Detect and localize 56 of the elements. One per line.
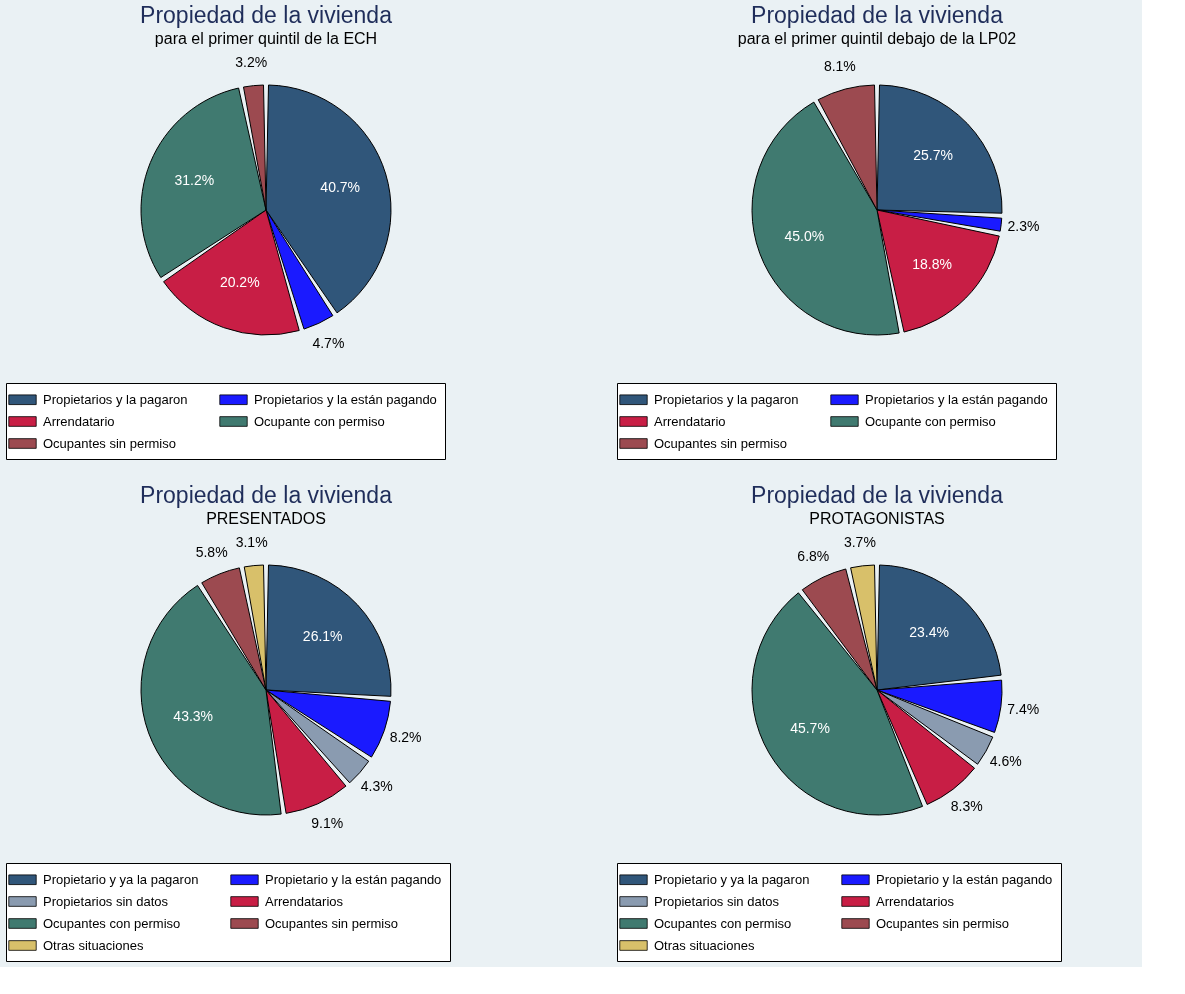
data-label: 7.4% xyxy=(1007,700,1040,717)
data-label: 45.0% xyxy=(784,227,825,244)
legend-label: Ocupantes con permiso xyxy=(654,915,792,931)
legend-label: Arrendatarios xyxy=(876,893,955,909)
chart-subtitle: PRESENTADOS xyxy=(206,510,326,527)
legend-label: Propietarios y la están pagando xyxy=(254,391,437,407)
legend-label: Propietarios sin datos xyxy=(654,893,780,909)
data-label: 8.2% xyxy=(389,728,422,745)
data-label: 3.1% xyxy=(235,534,268,551)
data-label: 8.3% xyxy=(950,798,983,815)
data-label: 18.8% xyxy=(912,255,952,272)
legend-label: Propietarios y la pagaron xyxy=(43,391,188,407)
legend-label: Propietario y la están pagando xyxy=(876,871,1053,887)
data-label: 20.2% xyxy=(219,273,260,290)
data-label: 31.2% xyxy=(174,171,215,188)
data-label: 2.3% xyxy=(1007,218,1040,235)
data-label: 3.7% xyxy=(843,534,876,551)
data-label: 3.2% xyxy=(235,54,268,71)
legend-label: Otras situaciones xyxy=(654,937,755,953)
data-label: 8.1% xyxy=(823,58,856,75)
data-label: 4.3% xyxy=(360,778,393,795)
legend-label: Propietario y la están pagando xyxy=(265,871,442,887)
legend-label: Propietarios y la pagaron xyxy=(654,391,799,407)
legend-label: Arrendatario xyxy=(654,413,726,429)
legend-label: Propietarios y la están pagando xyxy=(865,391,1048,407)
legend-label: Ocupante con permiso xyxy=(865,413,996,429)
chart-subtitle: para el primer quintil de la ECH xyxy=(154,30,378,47)
legend-label: Ocupantes sin permiso xyxy=(265,915,398,931)
data-label: 4.6% xyxy=(989,753,1022,770)
chart-subtitle: PROTAGONISTAS xyxy=(809,510,945,527)
data-label: 6.8% xyxy=(797,547,830,564)
legend-label: Ocupante con permiso xyxy=(254,413,385,429)
data-label: 4.7% xyxy=(312,334,345,351)
chart-title: Propiedad de la vivienda xyxy=(751,2,1004,28)
legend-label: Ocupantes sin permiso xyxy=(876,915,1009,931)
data-label: 26.1% xyxy=(302,628,343,645)
data-label: 45.7% xyxy=(790,719,830,736)
legend-label: Ocupantes sin permiso xyxy=(654,435,787,451)
data-label: 25.7% xyxy=(913,147,953,164)
data-label: 9.1% xyxy=(311,815,344,832)
legend-label: Ocupantes sin permiso xyxy=(43,435,176,451)
legend-label: Otras situaciones xyxy=(43,937,144,953)
chart-title: Propiedad de la vivienda xyxy=(751,482,1004,508)
chart-title: Propiedad de la vivienda xyxy=(140,2,393,28)
legend-label: Propietarios sin datos xyxy=(43,893,169,909)
legend-label: Arrendatarios xyxy=(265,893,344,909)
data-label: 40.7% xyxy=(320,178,361,195)
data-label: 5.8% xyxy=(195,543,228,560)
chart-subtitle: para el primer quintil debajo de la LP02 xyxy=(737,30,1017,47)
legend-label: Propietario y ya la pagaron xyxy=(654,871,810,887)
legend-label: Arrendatario xyxy=(43,413,115,429)
data-label: 43.3% xyxy=(173,707,214,724)
legend-label: Ocupantes con permiso xyxy=(43,915,181,931)
data-label: 23.4% xyxy=(909,623,949,640)
chart-title: Propiedad de la vivienda xyxy=(140,482,393,508)
legend-label: Propietario y ya la pagaron xyxy=(43,871,199,887)
